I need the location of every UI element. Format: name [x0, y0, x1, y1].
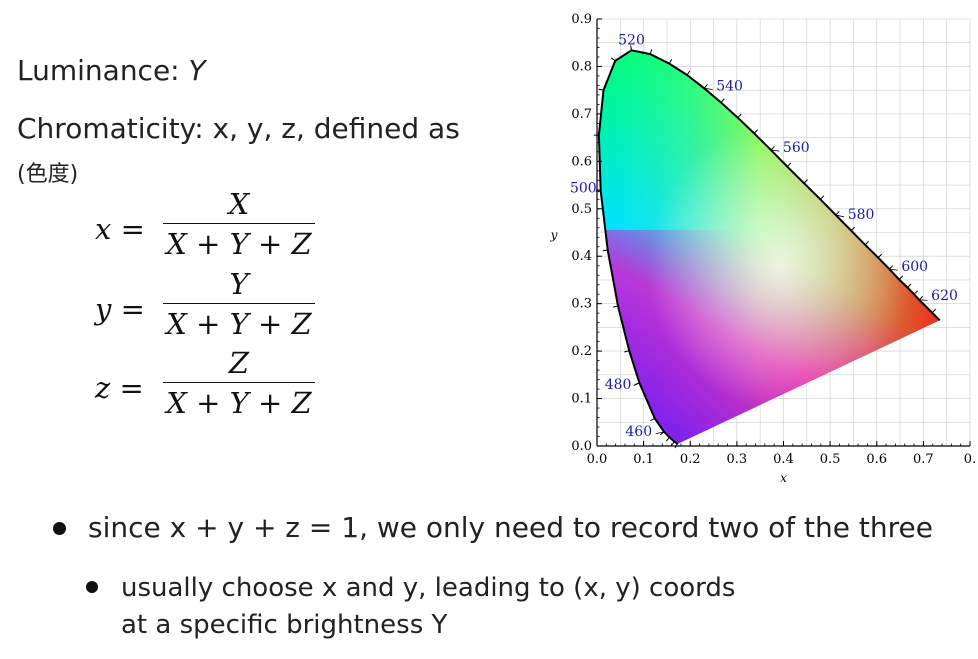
locus-tick [770, 146, 775, 151]
wavelength-label-540: 540 [716, 78, 743, 94]
equation-z-denominator: X + Y + Z [166, 386, 312, 420]
chromaticity-fill [598, 50, 940, 444]
locus-tick [803, 179, 808, 184]
locus-tick [819, 195, 825, 200]
wavelength-leader [597, 190, 601, 193]
x-tick-label: 0.2 [680, 452, 701, 467]
wavelength-label-460: 460 [625, 424, 652, 440]
equation-y-numerator: Y [229, 267, 249, 301]
chromaticity-line: Chromaticity: x, y, z, defined as [17, 112, 460, 145]
locus-tick [670, 441, 675, 446]
x-tick-label: 0.0 [587, 452, 608, 467]
wavelength-leader [633, 382, 640, 387]
locus-tick [786, 162, 792, 167]
locus-tick [907, 283, 912, 288]
equation-z-fraction: Z X + Y + Z [163, 345, 315, 423]
bullet-dot [86, 581, 98, 593]
x-tick-label: 0.6 [866, 452, 887, 467]
x-axis-title: x [780, 471, 787, 485]
bullet-2-line-1: usually choose x and y, leading to (x, y… [121, 573, 736, 603]
wavelength-label-580: 580 [848, 207, 875, 223]
locus-tick [850, 226, 856, 231]
y-tick-label: 0.3 [571, 297, 592, 312]
luminance-line: Luminance: Y [17, 54, 206, 87]
y-tick-label: 0.4 [571, 249, 592, 264]
equation-x-denominator: X + Y + Z [166, 227, 312, 261]
locus-tick [913, 290, 919, 295]
equation-x-numerator: X [228, 187, 250, 221]
y-tick-label: 0.0 [571, 439, 592, 454]
y-tick-label: 0.6 [571, 154, 592, 169]
equation-y-denominator: X + Y + Z [166, 307, 312, 341]
locus-tick [650, 418, 656, 422]
locus-tick [918, 296, 924, 301]
locus-tick [610, 57, 616, 62]
equation-x-fraction: X X + Y + Z [163, 186, 315, 264]
equation-z-numerator: Z [228, 346, 250, 380]
wavelength-leader [889, 268, 898, 271]
wavelength-label-500: 500 [570, 181, 597, 197]
locus-tick [665, 437, 671, 442]
bullet-1-text: since x + y + z = 1, we only need to rec… [88, 511, 933, 544]
wavelength-label-480: 480 [605, 377, 632, 393]
wavelength-leader [835, 214, 845, 218]
equation-z-lhs: z = [95, 371, 144, 405]
x-tick-label: 0.3 [727, 452, 748, 467]
fraction-bar [163, 223, 315, 224]
wavelength-leader [655, 431, 665, 435]
locus-tick [649, 49, 653, 55]
locus-tick [686, 70, 691, 76]
locus-tick [612, 305, 619, 308]
luminance-label: Luminance: [17, 54, 189, 87]
locus-tick [624, 350, 630, 353]
locus-tick [864, 240, 869, 246]
bullet-2-text: usually choose x and y, leading to (x, y… [121, 570, 821, 644]
wavelength-label-520: 520 [618, 32, 645, 48]
y-tick-label: 0.2 [571, 344, 592, 359]
y-tick-label: 0.1 [571, 392, 592, 407]
y-tick-label: 0.7 [571, 107, 592, 122]
bullet-2-line-2: at a specific brightness Y [121, 610, 448, 640]
locus-tick [598, 88, 604, 91]
locus-tick [674, 443, 678, 449]
locus-tick [753, 129, 758, 134]
x-tick-label: 0. [964, 452, 976, 467]
wavelength-leader [704, 87, 713, 90]
luminance-variable: Y [188, 54, 206, 87]
locus-tick [720, 98, 725, 103]
locus-tick [835, 211, 840, 216]
chromaticity-cjk: (色度) [17, 162, 79, 187]
locus-tick [737, 113, 742, 119]
wavelength-label-560: 560 [783, 140, 810, 156]
locus-tick [898, 275, 904, 280]
wavelength-leader [770, 149, 780, 152]
locus-tick [931, 308, 937, 314]
bullet-dot [53, 522, 66, 535]
locus-tick [668, 59, 673, 64]
locus-tick [602, 249, 608, 252]
locus-tick [888, 265, 894, 270]
wavelength-label-620: 620 [931, 288, 958, 304]
locus-tick [703, 84, 708, 89]
wavelength-label-600: 600 [901, 259, 928, 275]
y-tick-label: 0.8 [571, 59, 592, 74]
y-tick-label: 0.9 [571, 12, 592, 27]
equation-x-lhs: x = [95, 212, 145, 246]
x-tick-label: 0.1 [633, 452, 654, 467]
equation-y-lhs: y = [95, 292, 145, 326]
x-tick-label: 0.7 [913, 452, 934, 467]
locus-tick [877, 253, 883, 258]
x-tick-label: 0.4 [773, 452, 794, 467]
fraction-bar [163, 382, 315, 383]
x-tick-label: 0.5 [820, 452, 841, 467]
y-axis-title: y [550, 228, 558, 242]
equation-y-fraction: Y X + Y + Z [163, 266, 315, 344]
fraction-bar [163, 303, 315, 304]
y-tick-label: 0.5 [571, 202, 592, 217]
chart-axes: 0.0 0.1 0.2 0.3 0.4 0.5 0.6 0.7 0. 0.0 0.1 0.2 0.3 0.… [550, 12, 977, 485]
